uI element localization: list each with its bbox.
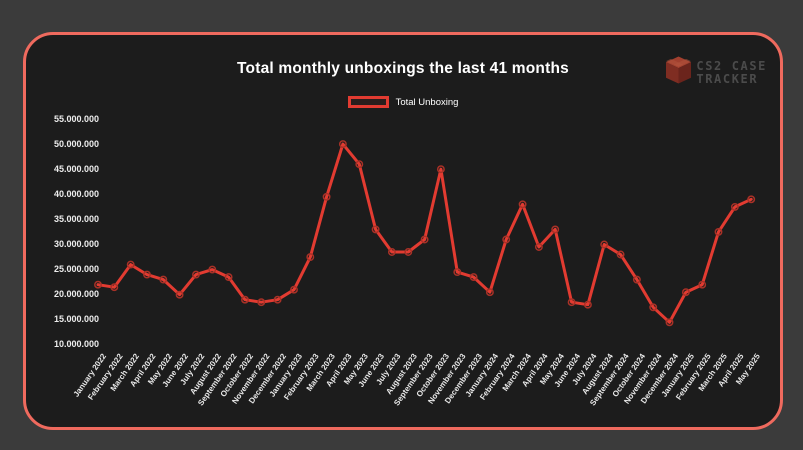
data-point-marker[interactable] xyxy=(192,270,200,279)
data-point-marker[interactable] xyxy=(208,265,217,274)
legend-swatch xyxy=(347,96,389,108)
data-point-marker[interactable] xyxy=(94,280,102,289)
chart-legend[interactable]: Total Unboxing xyxy=(26,96,780,108)
data-point-marker[interactable] xyxy=(322,192,331,201)
data-point-marker[interactable] xyxy=(730,202,739,211)
data-point-marker[interactable] xyxy=(453,268,462,277)
y-axis-tick-label: 30.000.000 xyxy=(53,239,99,249)
y-axis-tick-label: 20.000.000 xyxy=(53,289,99,300)
y-axis-tick-label: 10.000.000 xyxy=(53,339,99,350)
plot-area: 55.000.000 50.000.000 45.000.000 40.000.000… xyxy=(26,35,780,427)
data-point-marker[interactable] xyxy=(551,225,560,234)
y-axis-tick-label: 15.000.000 xyxy=(53,314,99,325)
data-point-marker[interactable] xyxy=(126,260,135,269)
data-point-marker[interactable] xyxy=(567,298,576,307)
data-point-marker[interactable] xyxy=(404,248,413,256)
data-point-marker[interactable] xyxy=(747,195,756,204)
data-point-marker[interactable] xyxy=(665,318,674,327)
data-point-marker[interactable] xyxy=(241,295,249,304)
data-point-marker[interactable] xyxy=(273,295,282,304)
data-point-marker[interactable] xyxy=(159,275,168,284)
data-point-marker[interactable] xyxy=(600,240,609,249)
data-point-marker[interactable] xyxy=(355,160,364,169)
y-axis-tick-label: 35.000.000 xyxy=(53,213,99,224)
data-point-marker[interactable] xyxy=(502,235,511,244)
data-point-marker[interactable] xyxy=(649,303,658,312)
data-point-marker[interactable] xyxy=(681,288,690,297)
data-point-marker[interactable] xyxy=(698,280,707,289)
data-point-marker[interactable] xyxy=(583,300,592,309)
data-point-marker[interactable] xyxy=(420,235,429,244)
data-point-marker[interactable] xyxy=(224,273,233,282)
y-axis-tick-label: 40.000.000 xyxy=(53,188,99,199)
data-point-marker[interactable] xyxy=(616,250,625,259)
y-axis-tick-label: 25.000.000 xyxy=(53,264,99,275)
data-point-marker[interactable] xyxy=(534,243,543,251)
data-point-marker[interactable] xyxy=(436,165,445,174)
chart-card: Total monthly unboxings the last 41 mont… xyxy=(23,32,783,430)
logo-wordmark: CS2 CASE TRACKER xyxy=(696,58,767,86)
data-point-marker[interactable] xyxy=(387,248,396,256)
y-axis-tick-label: 50.000.000 xyxy=(53,138,99,149)
data-point-marker[interactable] xyxy=(469,273,478,282)
total-unboxing-line xyxy=(96,142,753,324)
data-point-marker[interactable] xyxy=(110,283,119,292)
data-point-marker[interactable] xyxy=(485,288,494,297)
data-point-marker[interactable] xyxy=(632,275,641,284)
data-point-marker[interactable] xyxy=(714,227,723,236)
logo-line-2: TRACKER xyxy=(696,71,759,86)
data-point-marker[interactable] xyxy=(371,225,380,234)
y-axis-tick-label: 55.000.000 xyxy=(53,113,99,124)
y-axis-tick-label: 45.000.000 xyxy=(53,163,99,174)
line-chart-canvas xyxy=(94,140,756,327)
logo-line-1: CS2 CASE xyxy=(696,58,767,73)
cs2-case-tracker-logo: CS2 CASE TRACKER xyxy=(666,56,767,89)
data-point-marker[interactable] xyxy=(290,285,298,294)
legend-label: Total Unboxing xyxy=(395,96,459,108)
data-point-marker[interactable] xyxy=(306,253,315,262)
chart-title: Total monthly unboxings the last 41 mont… xyxy=(237,60,569,77)
data-point-marker[interactable] xyxy=(338,140,347,149)
data-point-marker[interactable] xyxy=(257,298,266,307)
data-point-marker[interactable] xyxy=(518,200,527,209)
data-point-marker[interactable] xyxy=(143,270,151,279)
case-cube-icon xyxy=(666,56,692,89)
data-point-marker[interactable] xyxy=(175,290,184,299)
